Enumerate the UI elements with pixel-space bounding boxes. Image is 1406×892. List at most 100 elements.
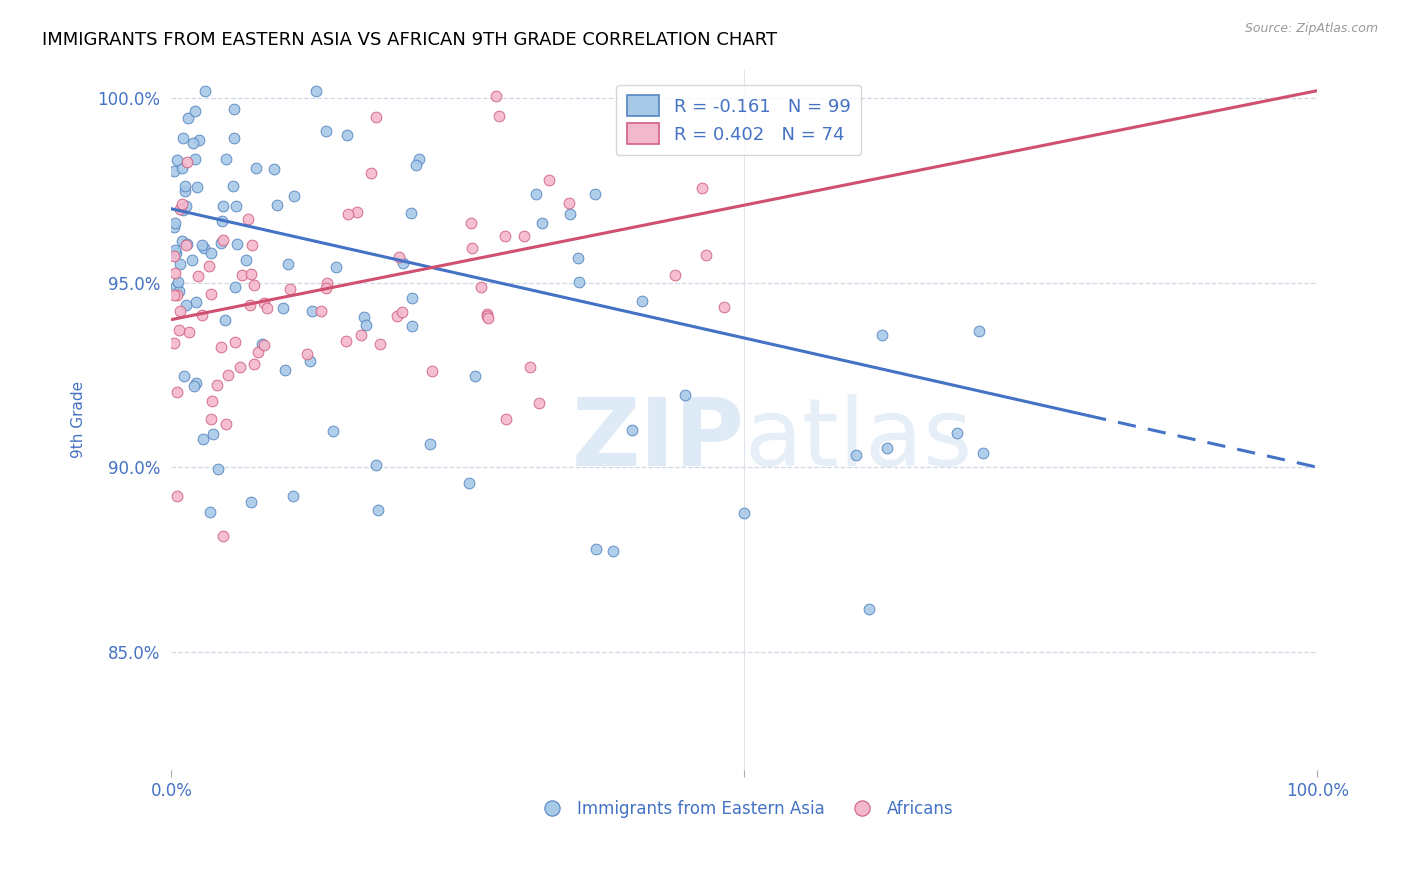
Point <box>621 423 644 437</box>
Point <box>713 300 735 314</box>
Point <box>420 364 443 378</box>
Point <box>163 216 186 230</box>
Point <box>346 204 368 219</box>
Point <box>200 246 222 260</box>
Point <box>174 237 197 252</box>
Point <box>558 207 581 221</box>
Point <box>335 334 357 349</box>
Point <box>235 252 257 267</box>
Point <box>176 199 198 213</box>
Point <box>256 301 278 316</box>
Point <box>240 267 263 281</box>
Point <box>495 412 517 426</box>
Point <box>485 88 508 103</box>
Point <box>537 173 560 187</box>
Point <box>530 217 553 231</box>
Point <box>858 602 880 616</box>
Point <box>527 396 550 410</box>
Point <box>177 112 200 126</box>
Point <box>163 219 186 234</box>
Point <box>458 475 481 490</box>
Point <box>200 411 222 425</box>
Point <box>460 242 482 256</box>
Point <box>315 124 337 138</box>
Point <box>585 542 607 557</box>
Point <box>281 489 304 503</box>
Point <box>250 337 273 351</box>
Point <box>278 282 301 296</box>
Point <box>169 323 191 337</box>
Point <box>186 180 208 194</box>
Point <box>239 298 262 312</box>
Point <box>174 184 197 198</box>
Point <box>301 303 323 318</box>
Point <box>225 237 247 252</box>
Point <box>305 84 328 98</box>
Point <box>186 294 208 309</box>
Point <box>470 280 492 294</box>
Legend: Immigrants from Eastern Asia, Africans: Immigrants from Eastern Asia, Africans <box>529 794 960 825</box>
Point <box>181 253 204 268</box>
Point <box>336 207 359 221</box>
Point <box>494 229 516 244</box>
Point <box>354 318 377 332</box>
Point <box>209 340 232 354</box>
Point <box>176 237 198 252</box>
Point <box>200 505 222 519</box>
Y-axis label: 9th Grade: 9th Grade <box>72 381 86 458</box>
Point <box>200 286 222 301</box>
Point <box>166 153 188 167</box>
Point <box>360 166 382 180</box>
Point <box>211 214 233 228</box>
Point <box>583 186 606 201</box>
Point <box>243 357 266 371</box>
Point <box>876 441 898 455</box>
Point <box>475 307 498 321</box>
Point <box>401 318 423 333</box>
Point <box>519 359 541 374</box>
Point <box>174 298 197 312</box>
Point <box>225 199 247 213</box>
Point <box>246 345 269 359</box>
Point <box>336 128 359 143</box>
Point <box>166 385 188 400</box>
Point <box>169 202 191 216</box>
Point <box>316 276 339 290</box>
Point <box>201 394 224 409</box>
Point <box>967 324 990 338</box>
Point <box>215 152 238 166</box>
Point <box>191 432 214 446</box>
Point <box>170 161 193 175</box>
Point <box>367 502 389 516</box>
Point <box>298 354 321 368</box>
Point <box>274 363 297 377</box>
Point <box>205 377 228 392</box>
Point <box>191 308 214 322</box>
Point <box>464 369 486 384</box>
Point <box>224 131 246 145</box>
Point <box>193 242 215 256</box>
Point <box>266 197 288 211</box>
Point <box>224 334 246 349</box>
Point <box>315 281 337 295</box>
Point <box>165 246 187 260</box>
Point <box>399 205 422 219</box>
Point <box>263 162 285 177</box>
Point <box>392 255 415 269</box>
Point <box>165 266 187 280</box>
Point <box>166 288 188 302</box>
Point <box>401 291 423 305</box>
Point <box>524 187 547 202</box>
Text: IMMIGRANTS FROM EASTERN ASIA VS AFRICAN 9TH GRADE CORRELATION CHART: IMMIGRANTS FROM EASTERN ASIA VS AFRICAN … <box>42 31 778 49</box>
Point <box>460 216 482 230</box>
Point <box>475 310 498 324</box>
Point <box>177 325 200 339</box>
Point <box>212 233 235 247</box>
Point <box>243 277 266 292</box>
Point <box>325 260 347 274</box>
Point <box>631 293 654 308</box>
Point <box>692 181 714 195</box>
Point <box>209 236 232 251</box>
Point <box>174 179 197 194</box>
Point <box>173 368 195 383</box>
